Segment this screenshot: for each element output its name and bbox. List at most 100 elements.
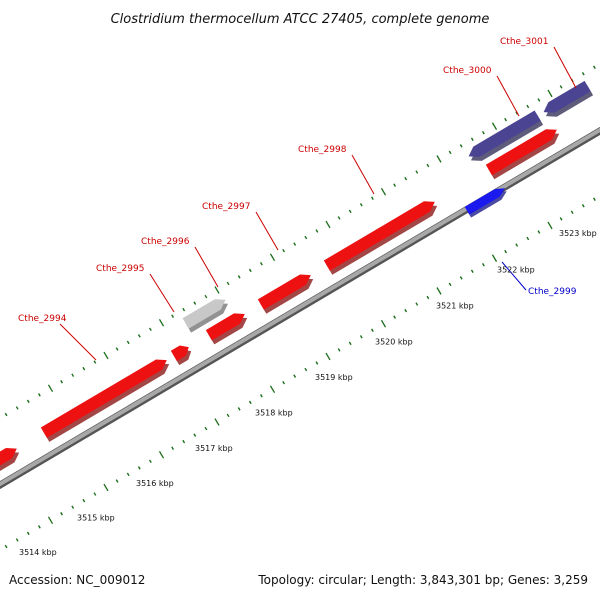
minor-tick <box>526 236 530 241</box>
gene-Cthe_2995[interactable] <box>170 345 192 366</box>
minor-tick <box>115 479 119 483</box>
minor-tick <box>171 446 175 450</box>
major-tick <box>269 253 276 262</box>
gene-label-Cthe_3000[interactable]: Cthe_3000 <box>443 66 492 76</box>
minor-tick <box>459 144 463 148</box>
gene-leader-line <box>553 46 577 89</box>
kbp-label: 3522 kbp <box>497 266 535 275</box>
gene-leader-line <box>149 273 175 313</box>
minor-tick <box>504 117 508 122</box>
minor-tick <box>15 406 19 410</box>
major-tick <box>269 385 276 394</box>
gene-Cthe_2997[interactable] <box>257 274 314 314</box>
minor-tick <box>259 394 263 398</box>
minor-tick <box>337 216 341 220</box>
minor-tick <box>426 163 430 168</box>
minor-tick <box>470 137 474 142</box>
minor-tick <box>204 294 208 299</box>
minor-tick <box>60 379 64 384</box>
minor-tick <box>481 131 485 135</box>
gene-leader-line <box>194 246 219 288</box>
gene-label-Cthe_2998[interactable]: Cthe_2998 <box>298 145 347 155</box>
backbone-line <box>0 127 600 487</box>
minor-tick <box>448 150 452 155</box>
minor-tick <box>426 295 430 300</box>
minor-tick <box>559 217 563 221</box>
map-title: Clostridium thermocellum ATCC 27405, com… <box>111 12 490 27</box>
major-tick <box>158 318 165 327</box>
minor-tick <box>126 472 130 477</box>
gene-Cthe_3001[interactable] <box>543 80 594 117</box>
gene-label-Cthe_2997[interactable]: Cthe_2997 <box>202 202 250 212</box>
minor-tick <box>459 276 463 280</box>
gene-body <box>257 274 311 310</box>
gene-Cthe_2993[interactable] <box>0 448 20 481</box>
kbp-label: 3520 kbp <box>375 338 413 347</box>
gene-Cthe_2994[interactable] <box>40 359 170 442</box>
minor-tick <box>293 242 297 246</box>
minor-tick <box>393 315 397 319</box>
major-tick <box>547 221 553 230</box>
gene-labels: Cthe_2994 Cthe_2995 Cthe_2996 Cthe_2997 Cthe… <box>18 37 577 361</box>
gene-Cthe_3000-upper[interactable] <box>468 110 544 161</box>
minor-tick <box>504 249 508 254</box>
gene-label-Cthe_2994[interactable]: Cthe_2994 <box>18 314 67 324</box>
major-tick <box>214 418 220 426</box>
minor-tick <box>537 98 541 102</box>
accession-text: Accession: NC_009012 <box>9 573 146 587</box>
minor-tick <box>559 85 563 89</box>
major-tick <box>547 89 553 98</box>
minor-tick <box>171 314 175 318</box>
minor-tick <box>4 412 8 417</box>
gene-Cthe_2999[interactable] <box>464 188 507 218</box>
gene-body <box>543 80 591 113</box>
minor-tick <box>304 235 308 240</box>
minor-tick <box>370 328 374 332</box>
gene-Cthe_2996[interactable] <box>182 299 228 333</box>
minor-tick <box>404 308 408 313</box>
minor-tick <box>359 203 363 207</box>
major-tick <box>214 286 220 294</box>
gene-leader-line <box>351 154 375 195</box>
kbp-label: 3515 kbp <box>77 514 115 523</box>
gene-Cthe_3000[interactable] <box>485 129 560 180</box>
minor-tick <box>71 505 75 509</box>
minor-tick <box>182 307 186 312</box>
minor-tick <box>15 538 19 542</box>
major-tick <box>491 254 498 262</box>
kbp-label: 3523 kbp <box>559 229 597 238</box>
minor-tick <box>315 229 319 233</box>
upper-tick-track <box>4 65 596 417</box>
minor-tick <box>237 407 241 411</box>
gene-body <box>0 448 17 466</box>
minor-tick <box>304 367 308 372</box>
major-tick <box>436 155 442 163</box>
minor-tick <box>592 197 596 201</box>
gene-label-Cthe_3001[interactable]: Cthe_3001 <box>500 37 548 47</box>
genome-backbone <box>0 126 600 490</box>
gene-label-Cthe_2996[interactable]: Cthe_2996 <box>141 237 190 247</box>
minor-tick <box>370 196 374 200</box>
kbp-label: 3517 kbp <box>195 444 233 453</box>
minor-tick <box>4 544 8 549</box>
minor-tick <box>115 347 119 351</box>
minor-tick <box>404 176 408 181</box>
gene-leader-line <box>496 75 520 117</box>
gene-Cthe_2998[interactable] <box>323 201 438 275</box>
minor-tick <box>248 268 252 273</box>
major-tick <box>47 516 54 525</box>
kbp-label: 3519 kbp <box>315 373 353 382</box>
minor-tick <box>137 334 141 338</box>
kbp-label: 3514 kbp <box>19 548 57 557</box>
minor-tick <box>592 65 596 69</box>
minor-tick <box>537 230 541 234</box>
gene-label-Cthe_2999[interactable]: Cthe_2999 <box>528 287 577 297</box>
major-tick <box>380 319 387 328</box>
major-tick <box>325 220 331 229</box>
major-tick <box>325 352 331 361</box>
minor-tick <box>393 183 397 187</box>
gene-Cthe_2996b[interactable] <box>205 313 248 345</box>
minor-tick <box>226 281 230 286</box>
gene-label-Cthe_2995[interactable]: Cthe_2995 <box>96 264 144 274</box>
lower-tick-track <box>4 197 596 549</box>
